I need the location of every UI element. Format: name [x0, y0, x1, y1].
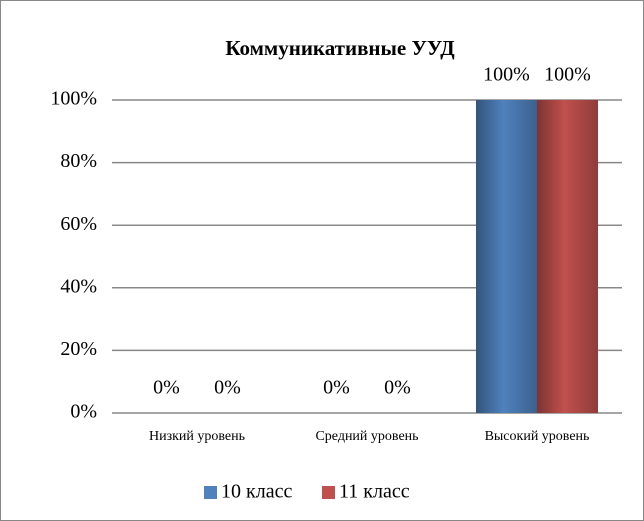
x-tick-label: Низкий уровень — [149, 429, 245, 444]
chart-title: Коммуникативные УУД — [225, 36, 455, 60]
legend-label: 11 класс — [339, 481, 410, 503]
data-label: 0% — [384, 377, 411, 399]
y-tick-label: 100% — [50, 88, 97, 110]
y-tick-label: 20% — [60, 338, 97, 360]
data-label: 100% — [483, 64, 530, 86]
y-tick-label: 80% — [60, 150, 97, 172]
y-tick-label: 60% — [60, 213, 97, 235]
x-tick-label: Средний уровень — [315, 429, 418, 444]
bar-shade — [476, 100, 537, 413]
y-tick-label: 40% — [60, 275, 97, 297]
x-tick-label: Высокий уровень — [485, 429, 590, 444]
legend-label: 10 класс — [221, 481, 292, 503]
legend-swatch — [322, 486, 335, 499]
y-tick-label: 0% — [70, 401, 97, 423]
data-label: 0% — [214, 377, 241, 399]
data-label: 100% — [544, 64, 591, 86]
data-label: 0% — [323, 377, 350, 399]
data-label: 0% — [153, 377, 180, 399]
legend-swatch — [204, 486, 217, 499]
bar-shade — [537, 100, 598, 413]
